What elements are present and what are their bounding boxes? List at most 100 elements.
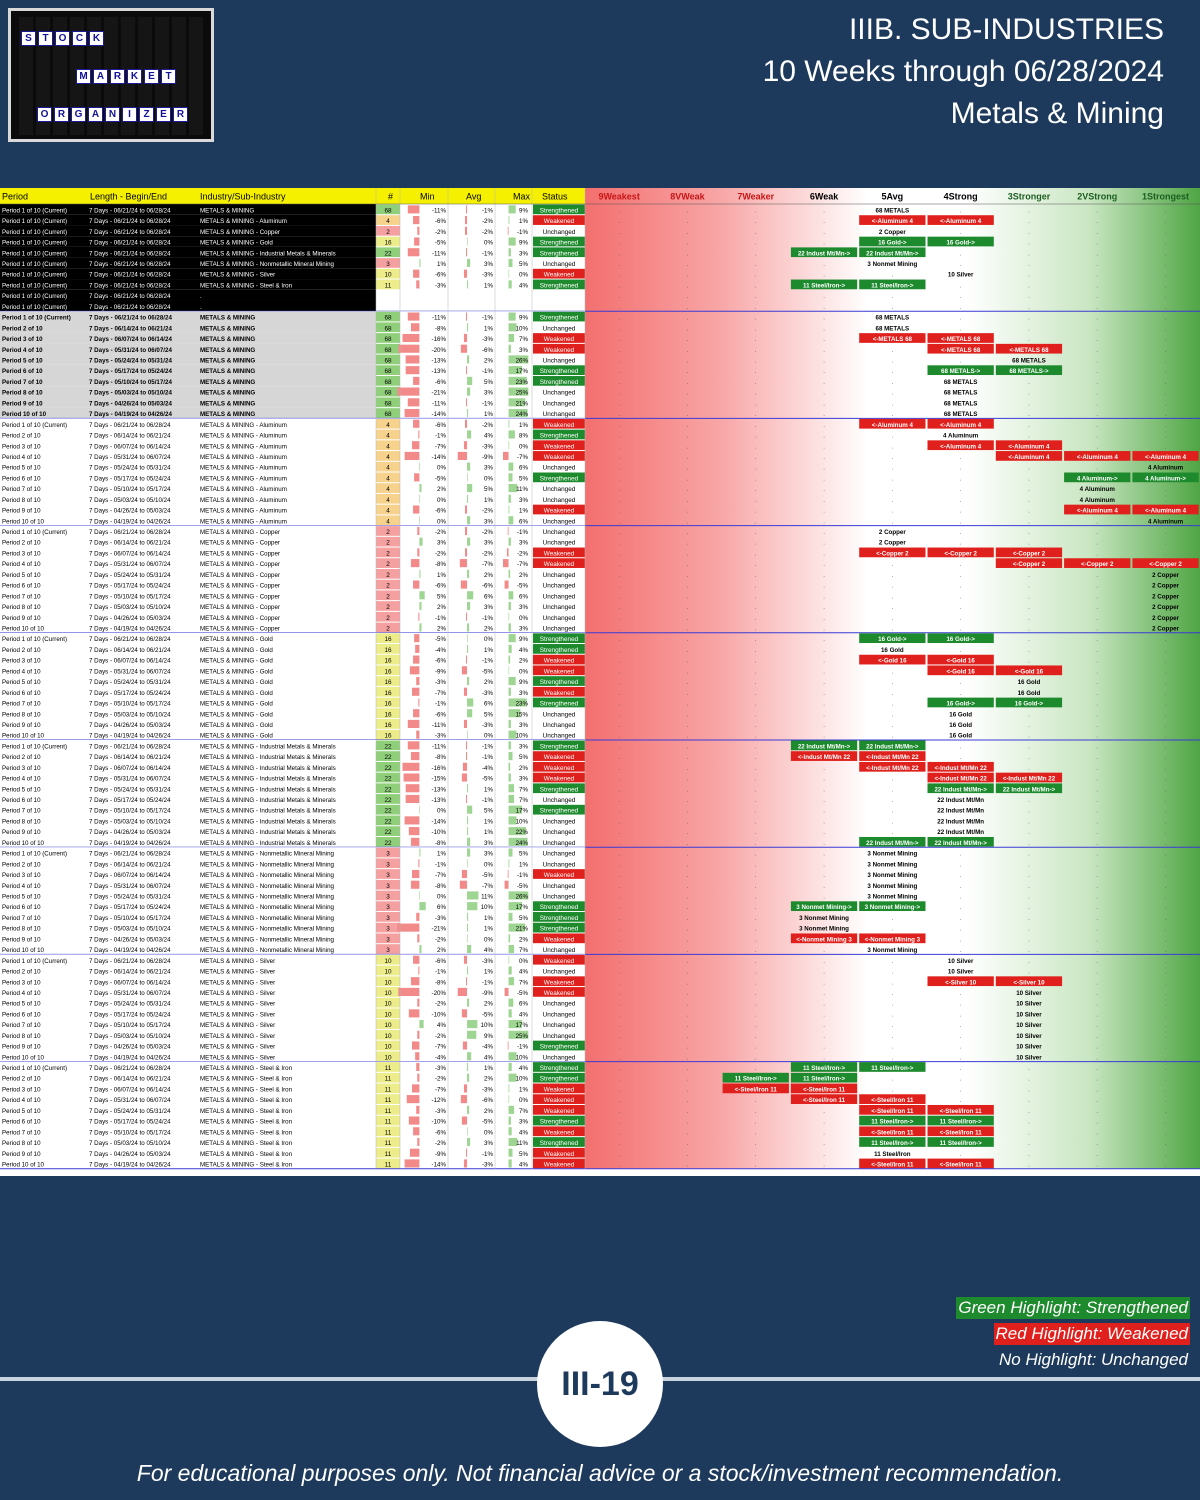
rank-label: 11 Steel/Iron-> <box>803 1065 846 1072</box>
column-header: 4Strong <box>944 192 978 202</box>
stat-value: -1% <box>482 754 494 761</box>
status-highlight <box>533 922 585 933</box>
rank-placeholder-dot: . <box>960 584 962 590</box>
column-header: 5Avg <box>882 192 904 202</box>
stat-value: 2% <box>484 679 493 686</box>
status-value: Unchanged <box>543 486 576 493</box>
logo-letter-tile: A <box>88 107 103 122</box>
count-value: 68 <box>384 358 392 365</box>
rank-placeholder-dot: . <box>1028 1034 1030 1040</box>
value-bar <box>417 226 420 235</box>
rank-placeholder-dot: . <box>1096 326 1098 332</box>
value-bar <box>415 644 420 653</box>
rank-placeholder-dot: . <box>1028 487 1030 493</box>
rank-placeholder-dot: . <box>823 1130 825 1136</box>
period-cell: Period 6 of 10 <box>2 690 41 697</box>
status-highlight <box>533 311 585 322</box>
rank-placeholder-dot: . <box>1028 359 1030 365</box>
rank-placeholder-dot: . <box>892 509 894 515</box>
rank-placeholder-dot: . <box>960 830 962 836</box>
status-value: Unchanged <box>543 261 576 268</box>
length-cell: 7 Days - 06/21/24 to 06/28/24 <box>89 851 171 858</box>
rank-placeholder-dot: . <box>823 723 825 729</box>
value-bar <box>416 1062 420 1072</box>
rank-placeholder-dot: . <box>960 1002 962 1008</box>
value-bar <box>467 623 470 632</box>
count-cell <box>376 215 400 225</box>
length-cell: 7 Days - 04/26/24 to 05/03/24 <box>89 1151 171 1158</box>
stat-value: 3% <box>484 261 493 268</box>
row-stats-cell <box>376 439 585 451</box>
value-bar <box>508 269 510 278</box>
stat-value: 1% <box>519 422 528 429</box>
rank-highlight <box>927 1115 994 1126</box>
status-value: Unchanged <box>543 518 576 525</box>
row-stats-cell <box>376 472 585 483</box>
count-value: 10 <box>384 979 392 986</box>
stat-value: 1% <box>484 829 493 836</box>
length-cell: 7 Days - 05/03/24 to 05/10/24 <box>89 926 171 933</box>
rank-placeholder-dot: . <box>1165 905 1167 911</box>
rank-label: <-METALS 68 <box>873 336 913 343</box>
rank-placeholder-dot: . <box>687 1023 689 1029</box>
value-bar <box>404 1159 420 1168</box>
industry-cell: METALS & MINING - Steel & Iron <box>200 1086 293 1093</box>
rank-label: 10 Silver <box>1016 1033 1042 1040</box>
rank-placeholder-dot: . <box>1096 1034 1098 1040</box>
rank-placeholder-dot: . <box>687 1141 689 1147</box>
status-value: Strengthened <box>540 636 579 643</box>
rank-placeholder-dot: . <box>960 862 962 868</box>
count-value: 4 <box>386 218 390 225</box>
rank-placeholder-dot: . <box>755 702 757 708</box>
row-label-cell <box>0 1050 376 1062</box>
rank-placeholder-dot: . <box>1096 905 1098 911</box>
rank-label: 16 Gold-> <box>878 240 907 247</box>
value-bar <box>508 623 511 632</box>
industry-cell: METALS & MINING - Steel & Iron <box>200 1119 293 1126</box>
period-cell: Period 6 of 10 <box>2 1119 41 1126</box>
value-bar <box>461 869 468 879</box>
row-stats-cell <box>376 761 585 773</box>
period-cell: Period 7 of 10 <box>2 486 41 493</box>
rank-highlight <box>859 901 926 912</box>
industry-cell: METALS & MINING - Silver <box>200 979 275 986</box>
row-label-cell <box>0 1136 376 1148</box>
rank-highlight <box>995 783 1063 794</box>
period-cell: Period 6 of 10 <box>2 797 41 804</box>
status-value: Unchanged <box>543 883 576 890</box>
count-value: 22 <box>384 829 392 836</box>
rank-placeholder-dot: . <box>755 884 757 890</box>
period-cell: Period 1 of 10 (Current) <box>2 315 71 322</box>
row-label-cell <box>0 900 376 912</box>
count-value: 4 <box>386 475 390 482</box>
period-cell: Period 7 of 10 <box>2 1022 41 1029</box>
rank-placeholder-dot: . <box>755 219 757 225</box>
rank-placeholder-dot: . <box>1028 337 1030 343</box>
stat-value: 1% <box>484 282 493 289</box>
rank-label: 10 Silver <box>1016 1001 1042 1008</box>
rank-placeholder-dot: . <box>618 1002 620 1008</box>
rank-placeholder-dot: . <box>755 980 757 986</box>
count-cell <box>376 354 400 365</box>
value-bar <box>508 355 529 364</box>
row-stats-cell <box>376 386 585 397</box>
rank-highlight <box>859 279 926 290</box>
rank-placeholder-dot: . <box>1096 895 1098 901</box>
value-bar <box>419 516 420 525</box>
rank-placeholder-dot: . <box>1028 466 1030 472</box>
stat-value: -3% <box>435 282 447 289</box>
length-cell: 7 Days - 04/26/24 to 05/03/24 <box>89 400 172 407</box>
rank-placeholder-dot: . <box>1028 841 1030 847</box>
rank-placeholder-dot: . <box>892 487 894 493</box>
stat-value: -7% <box>435 872 447 879</box>
industry-cell: METALS & MINING - Copper <box>200 583 280 590</box>
status-value: Unchanged <box>543 325 576 332</box>
count-value: 68 <box>384 400 392 407</box>
rank-placeholder-dot: . <box>1028 423 1030 429</box>
rank-placeholder-dot: . <box>1096 1120 1098 1126</box>
status-value: Weakened <box>544 422 575 429</box>
length-cell: 7 Days - 05/17/24 to 05/24/24 <box>89 475 171 482</box>
row-stats-cell <box>376 364 585 376</box>
rank-placeholder-dot: . <box>823 862 825 868</box>
stat-value: -1% <box>482 368 494 375</box>
